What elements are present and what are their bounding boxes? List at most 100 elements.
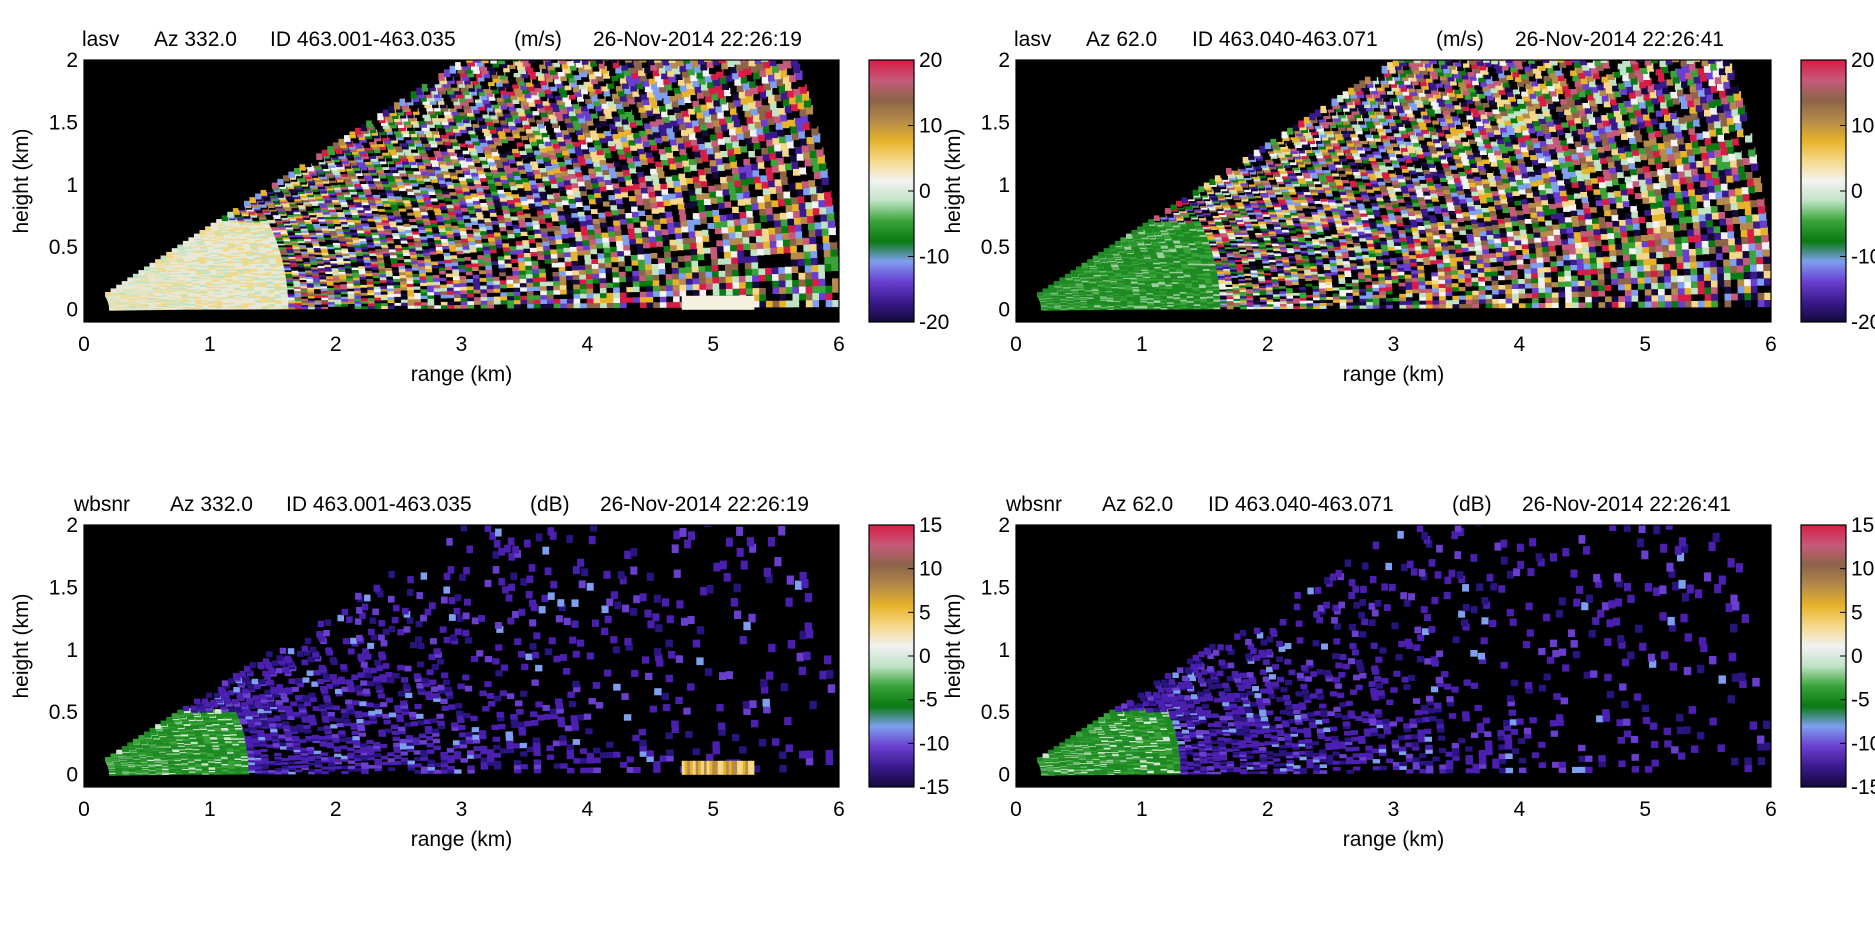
radar-cell — [454, 183, 462, 191]
radar-cell — [581, 86, 588, 95]
radar-cell — [182, 308, 190, 310]
radar-cell — [612, 60, 620, 69]
radar-cell — [488, 108, 496, 116]
radar-cell — [498, 267, 507, 273]
radar-cell — [417, 196, 425, 203]
radar-cell — [350, 260, 359, 265]
radar-cell — [613, 286, 621, 293]
radar-cell — [360, 281, 368, 285]
radar-cell — [492, 101, 500, 109]
radar-cell — [395, 246, 403, 252]
radar-cell — [289, 260, 298, 265]
radar-cell — [364, 260, 372, 266]
radar-cell — [611, 72, 619, 82]
radar-cell — [520, 194, 528, 201]
radar-cell — [580, 120, 588, 128]
radar-cell — [341, 298, 349, 302]
radar-cell — [447, 162, 455, 169]
radar-cell — [228, 307, 236, 310]
radar-cell — [413, 279, 421, 284]
radar-cell — [445, 198, 453, 205]
radar-cell — [329, 254, 337, 259]
radar-cell — [435, 212, 443, 219]
radar-cell — [525, 268, 534, 275]
radar-cell — [399, 273, 407, 279]
radar-cell — [573, 225, 582, 232]
radar-cell — [316, 259, 325, 264]
radar-cell — [149, 262, 156, 268]
radar-cell — [558, 184, 566, 192]
radar-cell — [267, 294, 276, 297]
radar-cell — [416, 248, 424, 254]
radar-cell — [553, 280, 561, 286]
radar-cell — [454, 304, 462, 309]
radar-cell — [374, 288, 382, 293]
radar-cell — [202, 306, 210, 309]
radar-cell — [538, 141, 546, 149]
radar-cell — [485, 151, 493, 159]
radar-cell — [299, 276, 307, 280]
radar-cell — [488, 141, 496, 149]
radar-cell — [480, 292, 488, 298]
radar-cell — [241, 293, 249, 296]
radar-cell — [473, 292, 482, 298]
radar-cell — [543, 248, 552, 255]
radar-cell — [568, 91, 576, 100]
radar-cell — [445, 158, 453, 166]
radar-cell — [624, 173, 632, 181]
radar-cell — [629, 243, 638, 250]
radar-cell — [348, 303, 356, 307]
radar-cell — [540, 93, 548, 102]
radar-cell — [628, 96, 636, 105]
radar-cell — [533, 127, 541, 136]
radar-cell — [463, 168, 471, 175]
radar-cell — [532, 218, 540, 226]
radar-cell — [399, 270, 407, 276]
radar-cell — [497, 187, 505, 194]
radar-cell — [454, 234, 462, 240]
radar-cell — [340, 280, 348, 285]
radar-cell — [234, 296, 243, 300]
radar-cell — [466, 281, 475, 287]
radar-cell — [434, 301, 442, 306]
radar-cell — [261, 301, 270, 305]
radar-cell — [370, 259, 379, 265]
radar-cell — [387, 290, 395, 295]
radar-cell — [619, 111, 627, 120]
radar-cell — [618, 260, 626, 267]
radar-cell — [659, 284, 667, 292]
radar-cell — [459, 274, 467, 280]
radar-cell — [265, 274, 273, 278]
radar-cell — [374, 244, 383, 250]
radar-cell — [354, 297, 362, 302]
radar-cell — [354, 243, 362, 249]
radar-cell — [410, 91, 418, 99]
radar-cell — [499, 132, 507, 140]
radar-cell — [613, 186, 622, 194]
radar-cell — [467, 204, 475, 211]
radar-cells — [105, 60, 839, 311]
radar-cell — [311, 267, 319, 272]
radar-cell — [535, 199, 543, 207]
radar-cell — [551, 136, 559, 144]
radar-cell — [570, 206, 578, 214]
radar-cell — [427, 304, 435, 309]
radar-cell — [493, 197, 501, 204]
radar-cell — [482, 96, 490, 104]
radar-cell — [307, 290, 315, 295]
radar-cell — [492, 193, 500, 200]
radar-cell — [384, 263, 393, 268]
radar-cell — [584, 208, 592, 216]
radar-cell — [527, 149, 535, 157]
radar-cell — [649, 137, 657, 146]
radar-cell — [560, 164, 568, 172]
radar-cell — [301, 295, 309, 299]
radar-cell — [654, 223, 662, 231]
radar-cell — [598, 257, 606, 264]
radar-cell — [590, 176, 599, 184]
radar-cell — [208, 302, 216, 305]
radar-cell — [427, 291, 435, 296]
radar-cell — [631, 264, 640, 271]
radar-cell — [480, 121, 488, 129]
